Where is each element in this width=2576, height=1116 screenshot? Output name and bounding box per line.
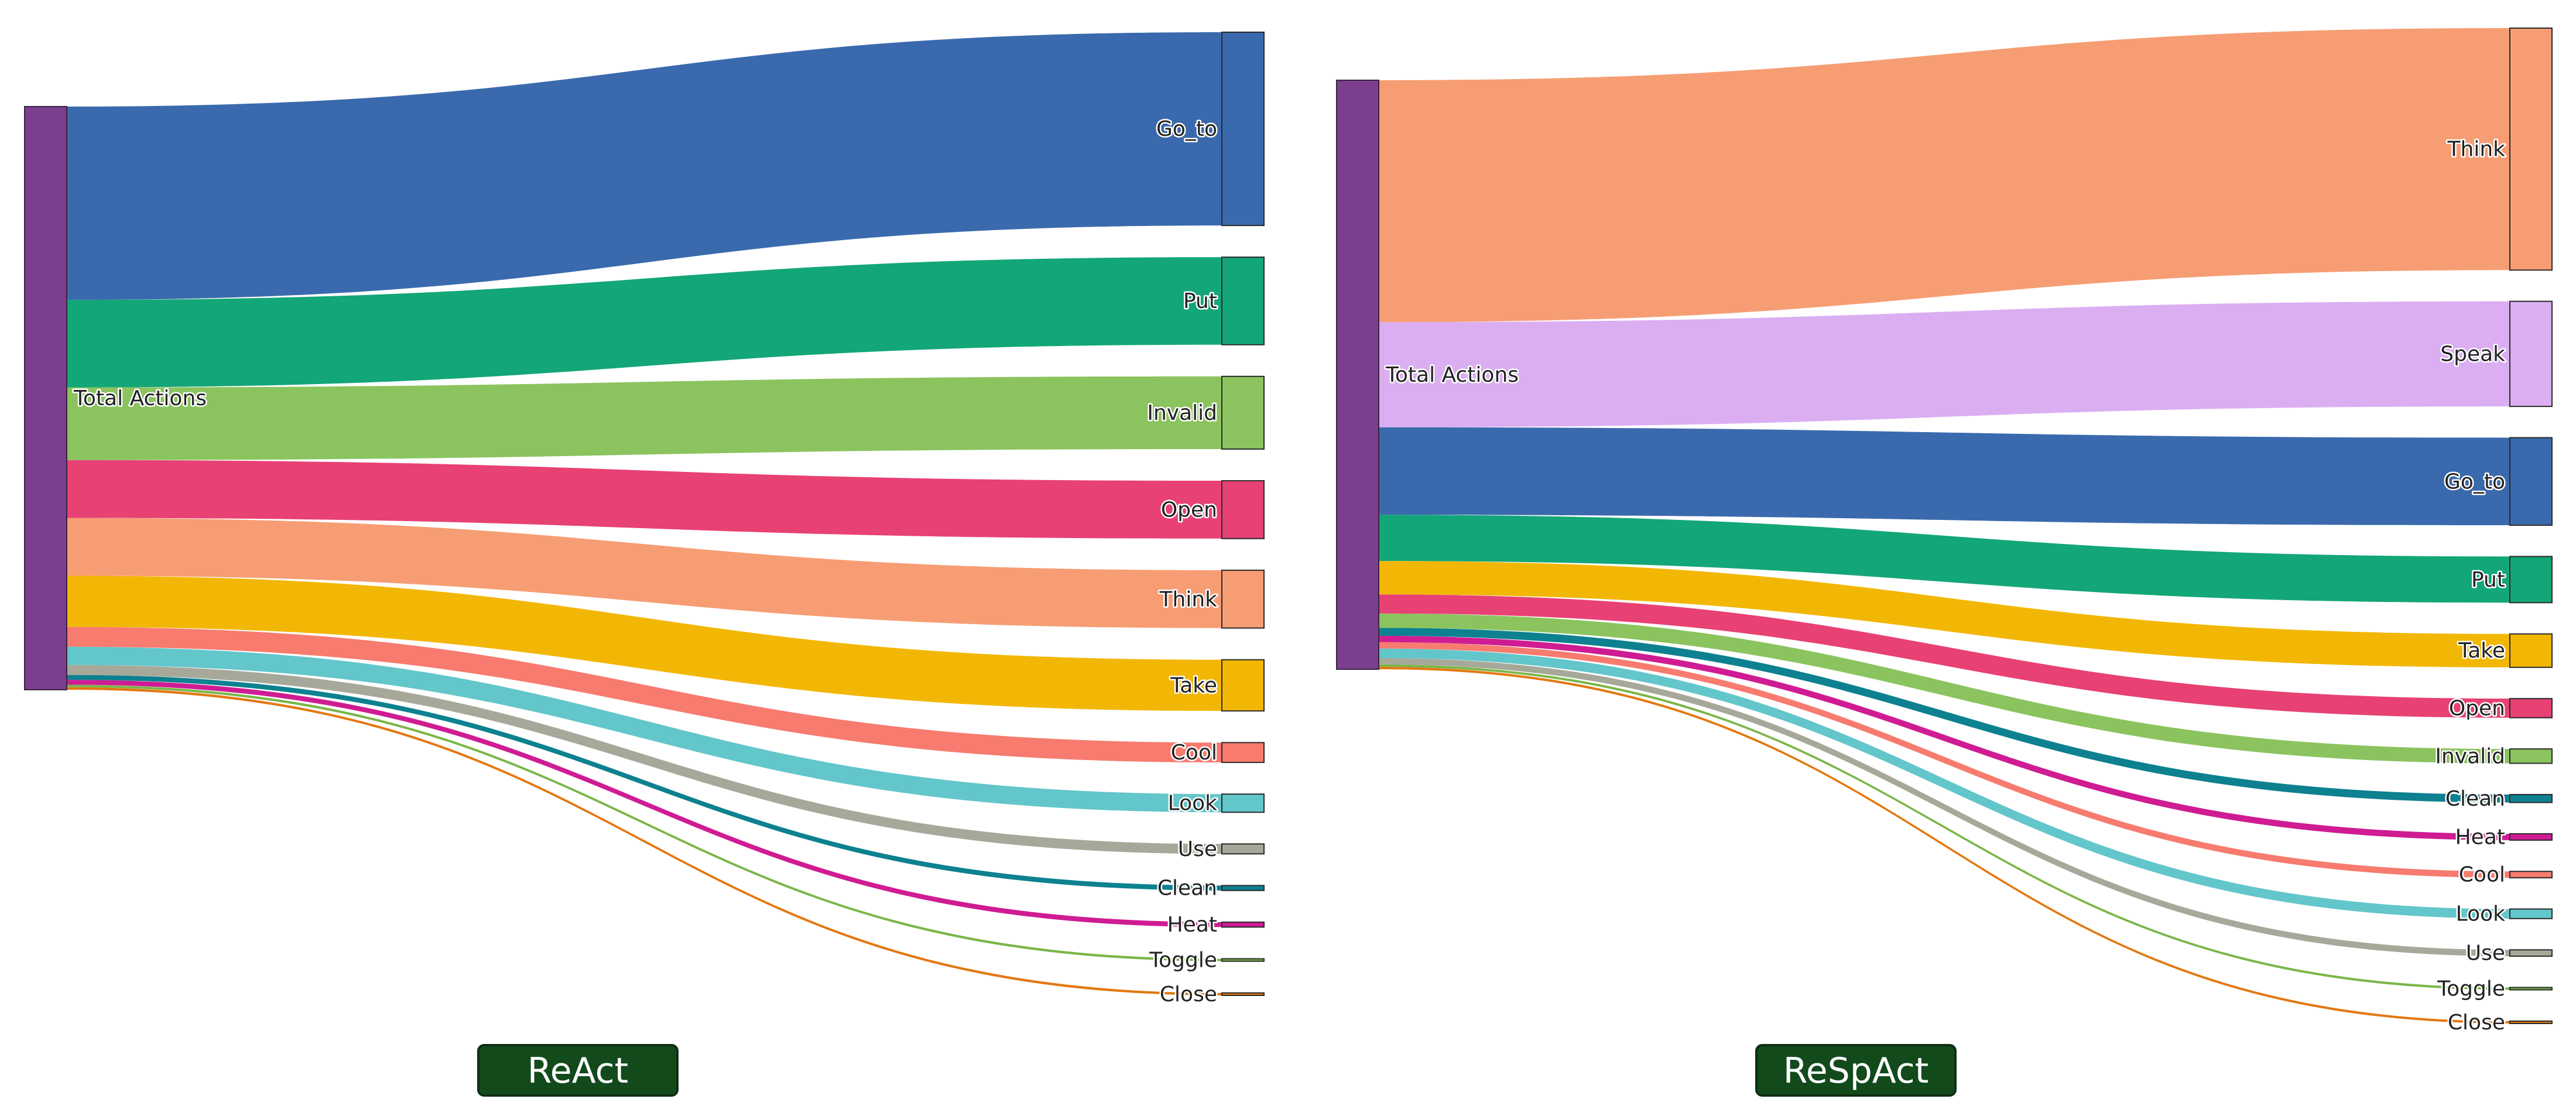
node-close [1221,992,1265,996]
node-use [1221,843,1265,855]
link-toggle [1379,664,2510,990]
link-put [1379,515,2510,603]
node-label-look: Look [2456,902,2505,926]
node-label-use: Use [1178,837,1217,861]
node-toggle [1221,958,1265,962]
node-label-open: Open [2449,696,2505,720]
link-think [1379,28,2510,323]
node-invalid [2509,748,2553,764]
node-think [1221,569,1265,629]
node-label-clean: Clean [2445,787,2505,811]
node-cool [2509,871,2553,879]
node-clean [1221,885,1265,891]
node-label-clean: Clean [1157,877,1217,901]
link-close [67,687,1222,995]
link-take [67,576,1222,711]
node-label-cool: Cool [1171,741,1217,765]
link-go-to [67,32,1222,300]
node-label-heat: Heat [2455,825,2505,849]
node-label-use: Use [2466,942,2505,966]
node-look [2509,908,2553,919]
link-take [1379,561,2510,667]
link-clean [67,675,1222,891]
node-close [2509,1020,2553,1025]
sankey-panel-react: Total Actions Go_to Put Invalid Open Think Tak… [24,32,1265,1097]
link-think [67,518,1222,628]
node-toggle [2509,987,2553,991]
link-go-to [1379,427,2510,526]
link-invalid [67,376,1222,460]
link-heat [67,680,1222,927]
node-label-take: Take [2458,639,2505,663]
link-close [1379,666,2510,1023]
node-label-close: Close [2448,1011,2505,1035]
source-node-label: Total Actions [1385,363,1519,387]
panel-title-badge [1755,1044,1957,1097]
link-open [1379,594,2510,718]
node-heat [2509,833,2553,841]
link-cool [67,627,1222,763]
link-look [67,646,1222,813]
panel-title-badge [477,1044,679,1097]
node-think [2509,28,2553,271]
node-go-to [2509,437,2553,526]
link-put [67,257,1222,388]
node-speak [2509,300,2553,408]
node-label-close: Close [1160,983,1217,1007]
node-put [1221,256,1265,345]
node-heat [1221,921,1265,928]
link-look [1379,648,2510,919]
node-look [1221,793,1265,813]
node-label-toggle: Toggle [1149,949,1217,973]
link-toggle [67,684,1222,961]
link-speak [1379,301,2510,427]
node-label-look: Look [1168,792,1217,816]
source-node [24,106,67,690]
link-open [67,460,1222,539]
node-invalid [1221,375,1265,450]
link-invalid [1379,613,2510,764]
source-node [1336,80,1379,670]
node-label-put: Put [1183,289,1217,313]
node-label-invalid: Invalid [1147,401,1217,425]
node-open [2509,698,2553,718]
node-cool [1221,742,1265,764]
panel-title: ReSpAct [1783,1050,1929,1091]
link-clean [1379,628,2510,803]
node-label-put: Put [2471,568,2505,592]
node-label-think: Think [1159,587,1218,611]
node-use [2509,949,2553,957]
node-label-cool: Cool [2459,863,2505,887]
node-put [2509,556,2553,604]
node-label-go-to: Go_to [1156,117,1217,141]
node-label-invalid: Invalid [2435,744,2505,768]
node-open [1221,480,1265,539]
link-heat [1379,635,2510,840]
link-cool [1379,642,2510,878]
source-node-label: Total Actions [73,386,207,410]
link-use [67,665,1222,854]
node-label-go-to: Go_to [2444,470,2505,494]
node-label-heat: Heat [1167,913,1217,937]
node-take [1221,659,1265,712]
node-label-think: Think [2447,138,2506,162]
link-use [1379,658,2510,957]
node-clean [2509,794,2553,803]
node-go-to [1221,32,1265,227]
node-label-take: Take [1170,673,1217,697]
panel-title: ReAct [527,1050,628,1091]
node-take [2509,633,2553,668]
node-label-toggle: Toggle [2437,977,2505,1001]
sankey-panel-respact: Total Actions Think Speak Go_to Put Take Open I… [1336,28,2553,1097]
node-label-open: Open [1161,498,1217,522]
node-label-speak: Speak [2440,342,2505,366]
